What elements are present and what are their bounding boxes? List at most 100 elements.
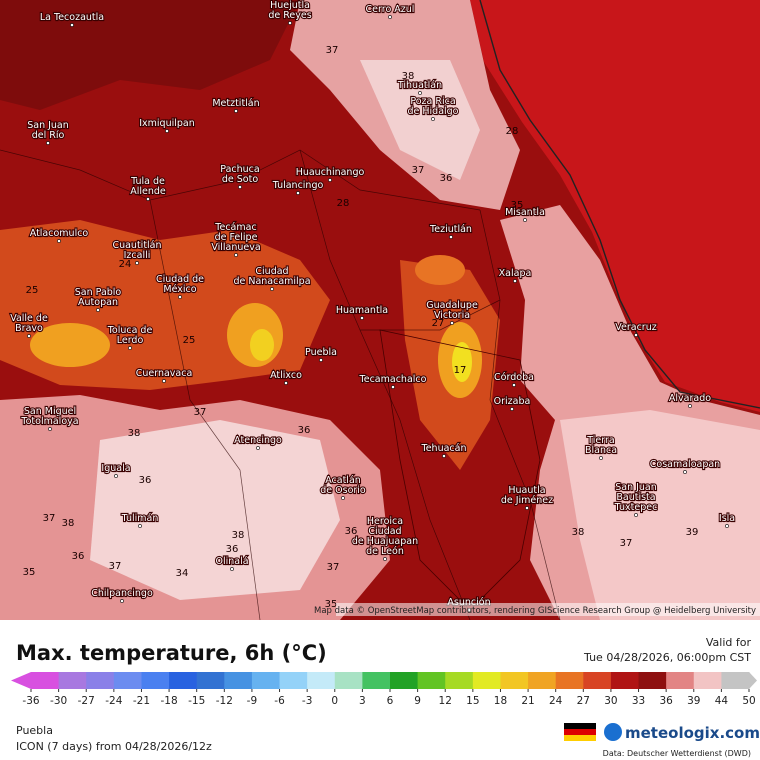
city-dot: [523, 218, 527, 222]
border: [0, 149, 561, 621]
city-label: Huejutla: [270, 0, 310, 11]
city-label: Tula de: [130, 176, 165, 187]
legend-tick-label: 36: [659, 695, 673, 707]
contour-label: 28: [337, 198, 350, 209]
legend-swatch: [390, 672, 419, 689]
city-label: Tulimán: [121, 513, 159, 524]
legend-tick-label: -18: [160, 695, 177, 707]
contour-label: 37: [620, 538, 633, 549]
coastline: [479, 0, 760, 409]
city-label: San Miguel: [24, 406, 76, 417]
contour-label: 34: [176, 568, 189, 579]
legend-tick-label: 12: [439, 695, 452, 707]
city-label: Blanca: [585, 445, 617, 456]
city-dot: [234, 253, 238, 257]
contour-label: 36: [226, 544, 239, 555]
city-label: de Felipe: [215, 232, 258, 243]
contour-label: 38: [402, 71, 415, 82]
city-dot: [634, 333, 638, 337]
city-dot: [162, 379, 166, 383]
cool-spot: [250, 329, 274, 361]
legend-tick-label: -27: [78, 695, 95, 707]
city-dot: [510, 407, 514, 411]
city-dot: [114, 474, 118, 478]
legend-swatch: [500, 672, 529, 689]
city-label: Olinalá: [215, 556, 248, 567]
legend-swatch: [638, 672, 667, 689]
city-dot: [512, 383, 516, 387]
title: Max. temperature, 6h (°C): [16, 641, 327, 665]
city-dot: [525, 506, 529, 510]
legend-swatch: [528, 672, 557, 689]
city-label: Huauchinango: [296, 167, 365, 178]
city-label: de Osorio: [320, 485, 366, 496]
city-dot: [96, 308, 100, 312]
legend-tick-label: -30: [50, 695, 67, 707]
legend-swatch: [141, 672, 170, 689]
city-label: Tierra: [586, 435, 614, 446]
city-label: de Nanacamilpa: [233, 276, 310, 287]
hot-zone: [0, 0, 300, 110]
brand: meteologix.com: [625, 724, 760, 742]
legend-swatch: [169, 672, 198, 689]
city-label: Ciudad: [255, 266, 288, 277]
city-dot: [688, 404, 692, 408]
valid-label: Valid for: [706, 636, 752, 649]
city-label: Atencingo: [234, 435, 282, 446]
contour-label: 25: [26, 285, 39, 296]
city-label: Huamantla: [336, 305, 388, 316]
city-label: Victoria: [434, 310, 470, 321]
contour-label: 38: [232, 530, 245, 541]
city-dot: [599, 456, 603, 460]
legend-swatch: [417, 672, 446, 689]
legend-swatch: [31, 672, 60, 689]
city-label: de Huajuapan: [352, 536, 418, 547]
city-dot: [238, 185, 242, 189]
city-dot: [360, 316, 364, 320]
city-dot: [683, 470, 687, 474]
city-label: Puebla: [305, 347, 337, 358]
city-dot: [431, 117, 435, 121]
city-label: Metztitlán: [212, 98, 259, 109]
city-dot: [513, 279, 517, 283]
city-dot: [135, 261, 139, 265]
legend-tick-label: -6: [274, 695, 285, 707]
city-label: Tulancingo: [272, 180, 324, 191]
city-label: La Tecozautla: [40, 12, 104, 23]
contour-label: 37: [412, 165, 425, 176]
city-label: Villanueva: [211, 242, 260, 253]
legend-tick-label: 33: [632, 695, 645, 707]
city-label: Veracruz: [615, 322, 656, 333]
contour-label: 35: [325, 599, 338, 610]
city-label: Orizaba: [494, 396, 531, 407]
city-label: Cuautitlán: [112, 240, 161, 251]
city-dot: [178, 295, 182, 299]
city-label: Cuernavaca: [136, 368, 193, 379]
legend-swatch: [362, 672, 391, 689]
city-label: Iguala: [101, 463, 130, 474]
contour-label: 28: [506, 126, 519, 137]
city-label: Isla: [719, 513, 735, 524]
city-label: Toluca de: [107, 325, 153, 336]
legend-tick-label: 3: [359, 695, 366, 707]
city-dot: [634, 513, 638, 517]
legend-tick-label: 15: [466, 695, 479, 707]
legend-tick-label: -15: [188, 695, 205, 707]
city-label: Heroica: [367, 516, 403, 527]
city-dot: [328, 178, 332, 182]
legend-swatch: [58, 672, 87, 689]
legend-swatch: [693, 672, 722, 689]
city-dot: [418, 91, 422, 95]
warm-zone: [560, 410, 760, 620]
city-label: Totolmaloya: [20, 416, 78, 427]
city-dot: [70, 23, 74, 27]
legend-tick-label: 6: [387, 695, 394, 707]
legend-tick-label: 44: [715, 695, 729, 707]
city-label: Bautista: [616, 492, 655, 503]
legend-tick-label: -9: [247, 695, 257, 707]
contour-label: 37: [194, 407, 207, 418]
city-dot: [288, 21, 292, 25]
city-dot: [442, 454, 446, 458]
